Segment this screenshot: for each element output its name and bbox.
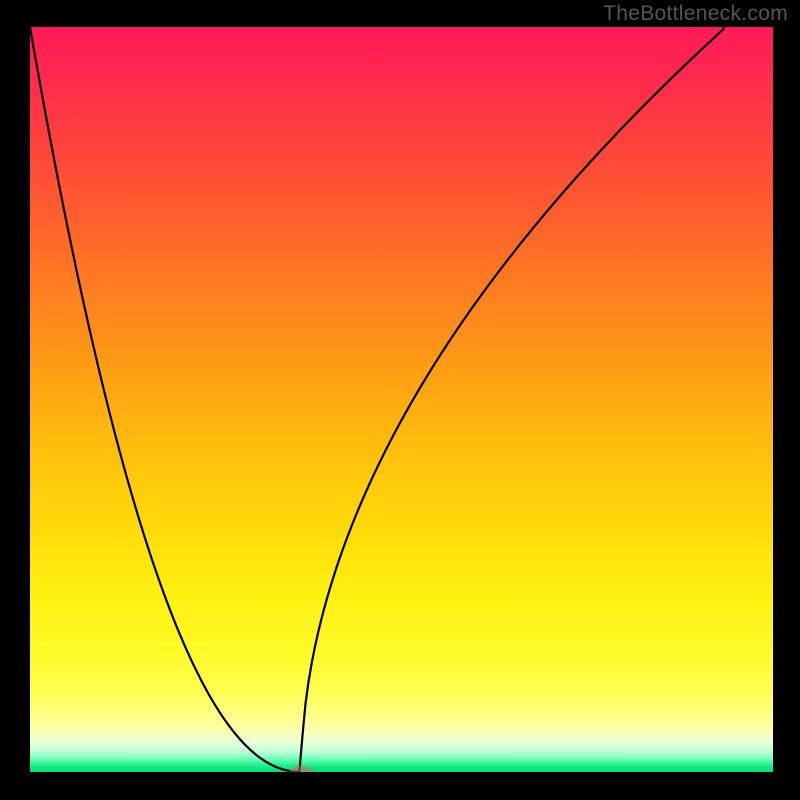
watermark-text: TheBottleneck.com xyxy=(603,2,788,26)
chart-background xyxy=(30,27,773,772)
bottleneck-chart xyxy=(30,27,773,772)
chart-container xyxy=(30,27,773,772)
